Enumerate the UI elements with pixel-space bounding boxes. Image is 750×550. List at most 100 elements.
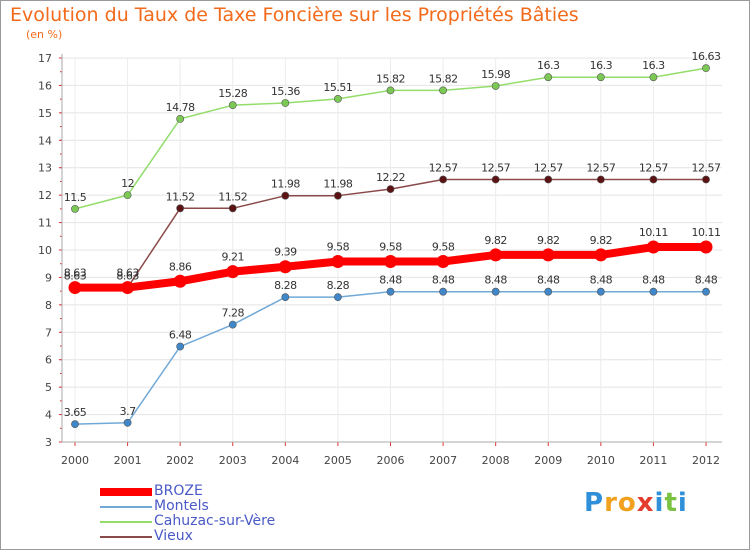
data-point [439, 175, 447, 184]
data-point [436, 255, 450, 269]
data-label: 8.48 [695, 274, 718, 287]
data-point [71, 204, 79, 213]
y-tick-label: 16 [38, 79, 52, 92]
data-label: 10.11 [692, 226, 721, 239]
data-label: 6.48 [169, 329, 192, 342]
y-tick-label: 9 [45, 271, 52, 284]
y-tick-label: 10 [38, 244, 52, 257]
data-point [386, 86, 395, 95]
data-label: 11.52 [166, 190, 195, 203]
data-point [439, 287, 447, 296]
data-point [491, 175, 500, 184]
data-point [544, 175, 553, 184]
y-tick-label: 14 [38, 134, 52, 147]
data-point [544, 287, 553, 296]
x-tick-label: 2002 [166, 454, 194, 467]
x-tick-label: 2009 [534, 454, 562, 467]
data-point [281, 293, 290, 302]
data-label: 9.21 [222, 251, 245, 264]
data-point [228, 204, 237, 213]
legend-swatch [100, 505, 152, 508]
x-tick-label: 2001 [114, 454, 142, 467]
data-point [176, 114, 185, 123]
logo-letter: P [584, 488, 605, 518]
data-point [386, 287, 395, 296]
data-point [334, 94, 342, 103]
data-label: 15.82 [429, 72, 458, 85]
x-tick-label: 2003 [219, 454, 247, 467]
legend: BROZE Montels Cahuzac-sur-Vère Vieux [100, 484, 275, 544]
data-label: 8.63 [64, 270, 87, 283]
data-point [123, 418, 132, 427]
data-point [439, 86, 447, 95]
legend-item: Vieux [100, 529, 275, 544]
logo-letter: t [664, 488, 678, 518]
data-label: 15.82 [376, 72, 405, 85]
data-point [491, 82, 500, 90]
data-label: 9.39 [274, 246, 297, 259]
data-label: 16.3 [590, 59, 613, 72]
data-label: 12.57 [586, 162, 615, 175]
data-label: 15.28 [218, 87, 247, 100]
data-label: 15.51 [323, 81, 352, 94]
data-label: 12.57 [481, 162, 510, 175]
logo-letter: x [636, 488, 655, 518]
legend-item: Cahuzac-sur-Vère [100, 514, 275, 529]
data-label: 14.78 [166, 101, 195, 114]
series-cahuzac-sur-vere [71, 64, 710, 213]
data-point [228, 320, 237, 329]
y-tick-label: 7 [45, 326, 52, 339]
axes: 3 4 5 6 7 8 9 10 11 12 13 14 15 16 17 2000 2001 2002 2003 2… [38, 52, 722, 467]
data-label: 11.98 [271, 178, 300, 191]
series-layer [68, 64, 713, 429]
data-point [649, 175, 658, 184]
data-label: 11.98 [323, 178, 352, 191]
data-point [384, 255, 397, 269]
proxiti-logo: Proxiti [584, 488, 688, 518]
data-label: 8.48 [432, 274, 455, 287]
data-label: 16.3 [537, 59, 560, 72]
data-point [544, 73, 553, 82]
y-tick-label: 12 [38, 189, 52, 202]
data-label: 12.57 [692, 162, 721, 175]
data-label: 8.48 [537, 274, 560, 287]
y-tick-label: 6 [45, 354, 52, 367]
data-label: 8.28 [274, 279, 297, 292]
data-label: 10.11 [639, 226, 668, 239]
data-label: 12.22 [376, 171, 405, 184]
data-point [541, 248, 555, 262]
data-label: 8.63 [116, 267, 139, 280]
data-point [71, 420, 79, 429]
data-label: 11.5 [64, 191, 87, 204]
legend-swatch [100, 535, 152, 538]
data-label: 7.28 [222, 307, 245, 320]
logo-letter: o [617, 488, 637, 518]
data-point [68, 281, 82, 295]
data-point [176, 204, 185, 213]
data-label: 12 [121, 177, 134, 190]
x-tick-label: 2008 [482, 454, 510, 467]
data-point [649, 287, 658, 296]
data-label: 8.48 [484, 274, 507, 287]
series-broze [68, 240, 713, 295]
data-label: 8.48 [590, 274, 613, 287]
legend-label: Montels [154, 498, 209, 514]
data-point [596, 175, 605, 184]
data-label: 8.86 [169, 260, 192, 273]
data-label: 12.57 [429, 162, 458, 175]
data-label: 15.36 [271, 85, 300, 98]
data-point [491, 287, 500, 296]
data-point [334, 293, 342, 302]
data-point [596, 287, 605, 296]
data-label: 12.57 [534, 162, 563, 175]
x-tick-label: 2011 [639, 454, 667, 467]
data-point [228, 101, 237, 110]
legend-label: Cahuzac-sur-Vère [154, 513, 276, 529]
data-label: 9.82 [590, 234, 613, 247]
data-label: 9.58 [327, 241, 350, 254]
y-tick-label: 17 [38, 52, 52, 65]
y-tick-label: 8 [45, 299, 52, 312]
data-label: 9.58 [379, 241, 402, 254]
data-label: 8.28 [327, 279, 350, 292]
